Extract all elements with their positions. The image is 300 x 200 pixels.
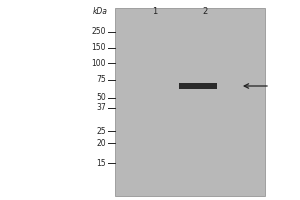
Text: 150: 150 [92,44,106,52]
Text: 250: 250 [92,27,106,36]
Text: 100: 100 [92,58,106,68]
Text: 50: 50 [96,94,106,102]
Bar [115,8,265,196]
Text: 20: 20 [96,138,106,147]
Text: 15: 15 [96,158,106,167]
Text: 25: 25 [96,127,106,136]
Text: 37: 37 [96,104,106,112]
Text: 1: 1 [152,7,158,17]
Text: 75: 75 [96,75,106,84]
Text: kDa: kDa [93,7,108,17]
Text: 2: 2 [202,7,208,17]
Bar [179,83,217,89]
